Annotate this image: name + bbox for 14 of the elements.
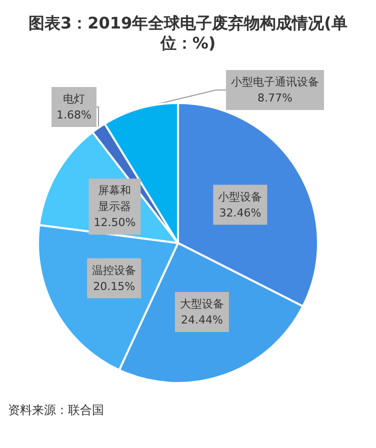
slice-label: 屏幕和显示器 [98,184,132,214]
data-label: 24.44% [180,313,223,326]
text: 资料来源：联合国 [8,403,104,417]
slice-label: 温控设备 [92,264,136,277]
data-label: 1.68% [56,108,92,122]
data-label: 12.50% [94,216,136,230]
data-label: 32.46% [219,206,262,220]
slice-label: 大型设备 [180,297,224,310]
slice-label: 电灯 [63,92,85,106]
data-label: 8.77% [258,92,292,104]
slice-label: 小型设备 [218,190,262,204]
chart-title: 图表3：2019年全球电子废弃物构成情况(单位：%) [28,14,348,52]
slice-label: 小型电子通讯设备 [231,76,319,88]
data-label: 20.15% [93,280,136,293]
